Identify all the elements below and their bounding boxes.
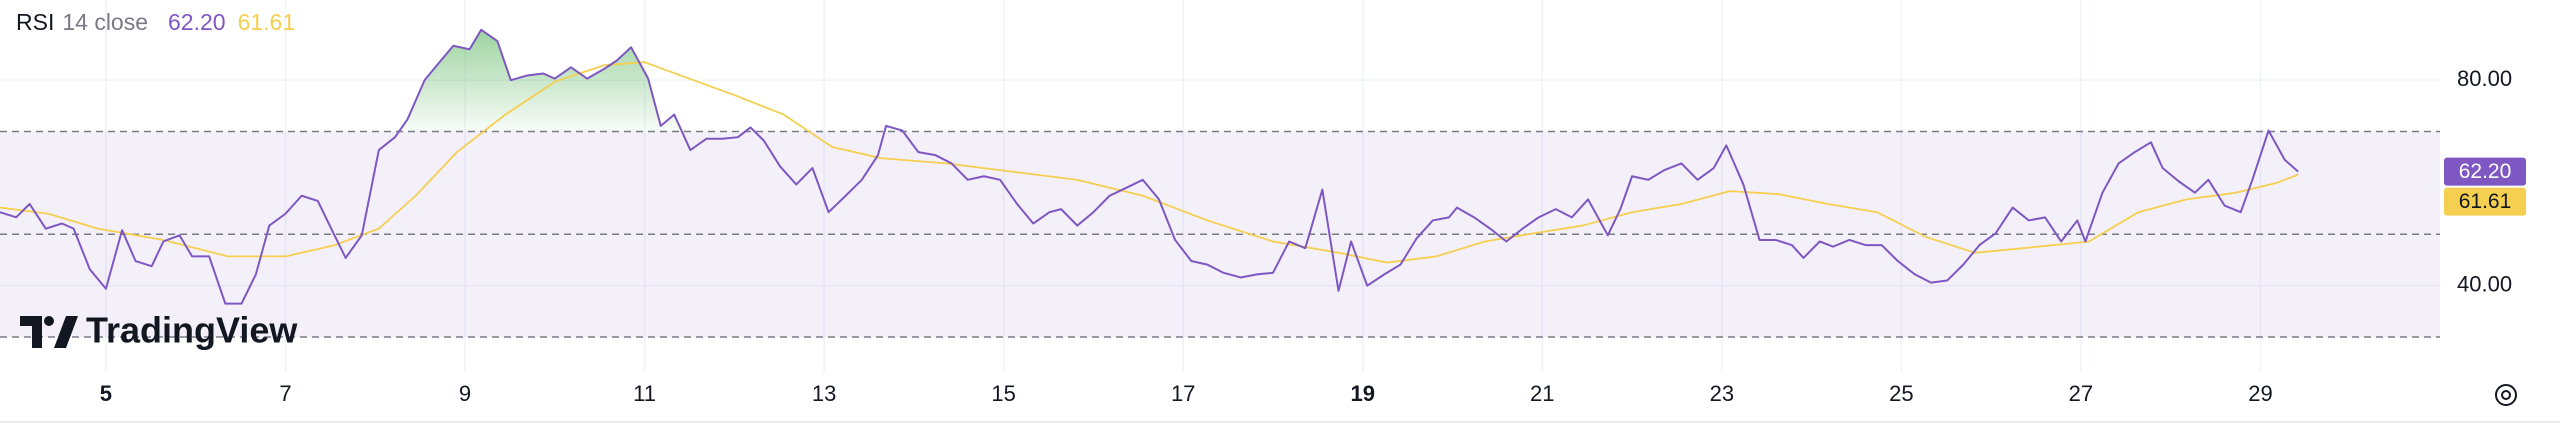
watermark: TradingView — [20, 310, 298, 351]
y-tick-label: 40.00 — [2457, 271, 2512, 296]
legend: RSI 14 close 62.20 61.61 — [16, 6, 295, 38]
x-tick-label: 17 — [1171, 381, 1195, 406]
y-tick-label: 80.00 — [2457, 66, 2512, 91]
legend-title: RSI — [16, 9, 55, 35]
x-tick-label: 11 — [633, 381, 656, 406]
x-tick-label: 7 — [279, 381, 291, 406]
legend-value: 61.61 — [237, 9, 296, 35]
series-line — [0, 61, 2299, 264]
series-line — [0, 28, 2299, 305]
axes: 5 7 9 11 13 15 17 19 21 23 25 27 29 40.00 80.00 62.20 61… — [100, 66, 2526, 406]
plot-area — [0, 28, 2299, 305]
x-tick-label: 9 — [459, 381, 471, 406]
last-value-badge — [2444, 157, 2526, 186]
x-tick-label: 19 — [1350, 381, 1374, 406]
logo-bar — [20, 316, 42, 348]
last-value-label: 62.20 — [2459, 160, 2512, 183]
legend-subtitle: 14 close — [62, 9, 149, 35]
x-tick-label: 27 — [2069, 381, 2093, 406]
x-tick-label: 23 — [1710, 381, 1734, 406]
last-value-badge — [2444, 187, 2526, 216]
logo-slash — [54, 316, 78, 348]
settings-icon[interactable] — [2495, 384, 2517, 406]
legend-value: 62.20 — [168, 9, 226, 35]
x-tick-label: 5 — [100, 381, 112, 406]
x-tick-label: 13 — [812, 381, 836, 406]
overbought-fill — [398, 29, 2270, 132]
last-value-label: 61.61 — [2459, 190, 2512, 213]
x-tick-label: 25 — [1889, 381, 1913, 406]
logo-dot — [44, 316, 54, 326]
x-tick-label: 15 — [991, 381, 1015, 406]
x-tick-label: 29 — [2248, 381, 2272, 406]
watermark-text: TradingView — [86, 310, 298, 351]
x-tick-label: 21 — [1530, 381, 1554, 406]
